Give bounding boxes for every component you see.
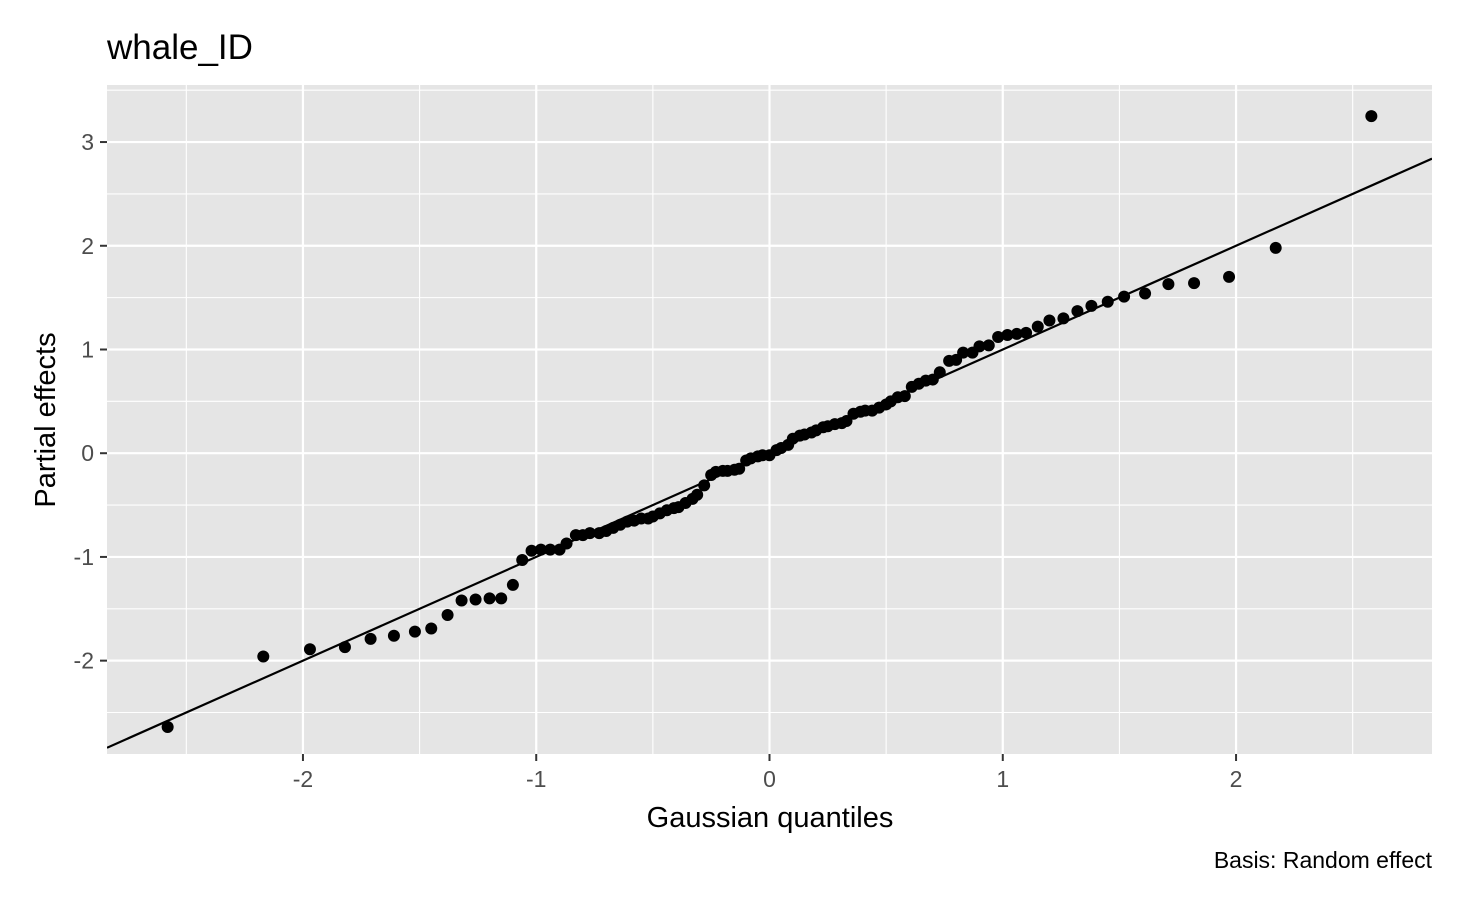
y-tick-label: 3 <box>81 129 94 155</box>
y-axis-ticks: -2 -1 0 1 2 3 <box>74 129 107 674</box>
x-axis-title: Gaussian quantiles <box>647 802 894 834</box>
x-axis-ticks: -2 -1 0 1 2 <box>293 754 1243 792</box>
data-point <box>544 543 557 556</box>
data-point <box>691 488 704 501</box>
data-point <box>408 625 421 638</box>
data-point <box>1020 326 1033 339</box>
data-point <box>733 462 746 475</box>
data-point <box>257 650 270 663</box>
data-point <box>161 721 174 734</box>
data-point <box>525 544 538 557</box>
data-point <box>1043 314 1056 327</box>
data-point <box>973 340 986 353</box>
data-point <box>1001 328 1014 341</box>
data-point <box>583 527 596 540</box>
y-tick-label: -1 <box>74 544 94 570</box>
data-point <box>1365 110 1378 123</box>
data-point <box>1139 287 1152 300</box>
x-tick-label: 0 <box>763 766 776 792</box>
y-tick-label: 1 <box>81 336 94 362</box>
data-point <box>1188 277 1201 290</box>
data-point <box>1010 327 1023 340</box>
data-point <box>303 643 316 656</box>
data-point <box>898 390 911 403</box>
caption: Basis: Random effect <box>1214 847 1433 873</box>
x-tick-label: 1 <box>996 766 1009 792</box>
data-point <box>1085 299 1098 312</box>
data-point <box>992 331 1005 344</box>
major-gridlines <box>107 85 1432 754</box>
x-tick-label: -1 <box>526 766 546 792</box>
data-point <box>506 578 519 591</box>
data-point <box>1269 241 1282 254</box>
data-point <box>483 592 496 605</box>
plot-contents <box>107 110 1432 749</box>
data-point <box>1031 320 1044 333</box>
data-point <box>441 609 454 622</box>
data-point <box>982 339 995 352</box>
data-point <box>957 346 970 359</box>
y-tick-label: 0 <box>81 440 94 466</box>
data-point <box>1071 305 1084 318</box>
x-tick-label: -2 <box>293 766 313 792</box>
data-point <box>455 594 468 607</box>
data-point <box>1118 290 1131 303</box>
data-point <box>425 622 438 635</box>
data-point <box>1223 270 1236 283</box>
data-points <box>161 110 1378 734</box>
data-point <box>516 554 529 567</box>
data-point <box>1101 295 1114 308</box>
chart-title: whale_ID <box>106 28 253 67</box>
data-point <box>495 592 508 605</box>
data-point <box>933 366 946 379</box>
data-point <box>1162 278 1175 291</box>
y-axis-title: Partial effects <box>30 332 62 507</box>
y-tick-label: -2 <box>74 648 94 674</box>
data-point <box>560 537 573 550</box>
data-point <box>1057 312 1070 325</box>
data-point <box>534 543 547 556</box>
data-point <box>698 479 711 492</box>
x-tick-label: 2 <box>1230 766 1243 792</box>
data-point <box>387 629 400 642</box>
data-point <box>469 593 482 606</box>
data-point <box>338 641 351 654</box>
data-point <box>364 632 377 645</box>
y-tick-label: 2 <box>81 233 94 259</box>
